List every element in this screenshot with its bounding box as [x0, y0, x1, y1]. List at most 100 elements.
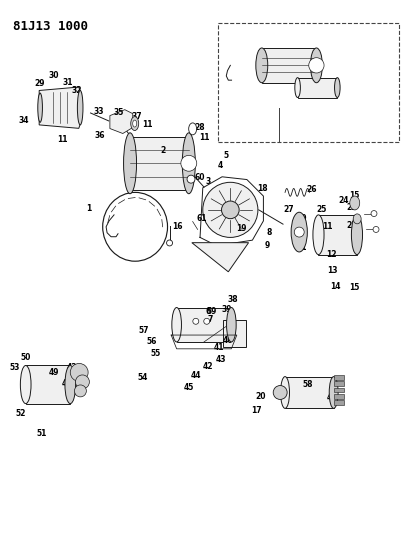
Circle shape [74, 385, 86, 397]
Text: 33: 33 [93, 107, 104, 116]
Text: 53: 53 [9, 362, 20, 372]
Circle shape [75, 375, 89, 389]
Text: 24: 24 [339, 196, 349, 205]
Text: 34: 34 [18, 116, 29, 125]
Text: 58: 58 [302, 379, 313, 389]
Circle shape [203, 182, 258, 237]
Text: 42: 42 [67, 362, 78, 372]
Text: 52: 52 [16, 409, 26, 418]
Circle shape [70, 364, 88, 381]
Text: 21: 21 [296, 244, 306, 253]
Polygon shape [262, 48, 317, 83]
Text: 3: 3 [205, 177, 211, 187]
Text: 40: 40 [223, 336, 233, 345]
Text: 17: 17 [251, 406, 262, 415]
Ellipse shape [172, 308, 182, 342]
Text: 36: 36 [94, 131, 105, 140]
Text: 57: 57 [139, 326, 149, 335]
Text: 51: 51 [37, 429, 47, 438]
Polygon shape [334, 375, 344, 380]
Text: 7: 7 [207, 315, 213, 324]
Circle shape [373, 227, 379, 232]
Text: 41: 41 [214, 343, 224, 352]
Text: 59: 59 [207, 307, 217, 316]
Ellipse shape [188, 123, 197, 135]
Polygon shape [39, 87, 81, 128]
Text: 28: 28 [195, 123, 205, 132]
Text: 38: 38 [228, 295, 239, 304]
Text: 11: 11 [322, 222, 333, 231]
Ellipse shape [256, 48, 268, 83]
Text: 61: 61 [197, 214, 207, 223]
Polygon shape [297, 78, 337, 98]
Text: 42: 42 [203, 361, 213, 370]
Text: 48: 48 [326, 393, 337, 402]
Circle shape [181, 155, 197, 171]
Text: 23: 23 [347, 221, 357, 230]
Ellipse shape [226, 308, 236, 342]
Polygon shape [285, 377, 334, 408]
Ellipse shape [310, 48, 322, 83]
Polygon shape [130, 137, 189, 190]
Text: 6: 6 [205, 307, 211, 316]
Ellipse shape [281, 377, 290, 408]
Text: 13: 13 [328, 266, 338, 274]
Text: 62: 62 [274, 95, 284, 104]
Text: 46: 46 [62, 379, 72, 388]
Text: 8: 8 [266, 228, 271, 237]
Text: 47: 47 [68, 389, 78, 398]
Text: 18: 18 [257, 184, 268, 192]
Text: 56: 56 [146, 337, 157, 346]
Text: 29: 29 [35, 79, 45, 88]
Ellipse shape [313, 215, 324, 255]
Text: 1: 1 [86, 204, 91, 213]
Polygon shape [319, 215, 357, 255]
Circle shape [273, 385, 287, 399]
Text: 30: 30 [49, 71, 59, 80]
Ellipse shape [350, 196, 360, 210]
Ellipse shape [78, 91, 83, 125]
Text: 25: 25 [316, 205, 327, 214]
Ellipse shape [182, 133, 195, 193]
Ellipse shape [329, 377, 338, 408]
Text: 31: 31 [63, 78, 73, 87]
Ellipse shape [124, 133, 137, 193]
Text: 14: 14 [330, 282, 341, 291]
Text: 22: 22 [347, 203, 357, 212]
Circle shape [309, 58, 324, 73]
Text: 15: 15 [349, 283, 359, 292]
Text: 37: 37 [131, 112, 142, 121]
Text: 4: 4 [217, 161, 223, 171]
Text: 35: 35 [114, 109, 124, 117]
Circle shape [187, 175, 195, 183]
Circle shape [166, 240, 173, 246]
Ellipse shape [131, 117, 139, 131]
Text: 11: 11 [57, 135, 67, 144]
Text: 26: 26 [306, 185, 317, 194]
Ellipse shape [353, 214, 361, 224]
Text: 15: 15 [349, 190, 359, 199]
Text: 27: 27 [284, 205, 295, 214]
Circle shape [222, 201, 239, 219]
Ellipse shape [133, 120, 137, 127]
Polygon shape [177, 308, 231, 342]
Text: 39: 39 [222, 305, 232, 314]
Text: 11: 11 [199, 133, 209, 142]
Ellipse shape [38, 93, 42, 122]
Text: 11: 11 [142, 120, 153, 129]
Text: 9: 9 [264, 241, 269, 250]
Polygon shape [218, 23, 399, 142]
Text: 49: 49 [49, 368, 59, 377]
Text: 60: 60 [194, 173, 205, 182]
Polygon shape [26, 366, 70, 403]
Text: 5: 5 [224, 151, 229, 160]
Text: 54: 54 [137, 373, 148, 382]
Text: 81J13 1000: 81J13 1000 [13, 20, 88, 34]
Text: 12: 12 [326, 250, 337, 259]
Circle shape [294, 227, 304, 237]
Ellipse shape [291, 212, 307, 252]
Ellipse shape [335, 78, 340, 98]
Text: 19: 19 [236, 224, 246, 233]
Polygon shape [334, 387, 344, 392]
Text: 20: 20 [255, 392, 266, 401]
